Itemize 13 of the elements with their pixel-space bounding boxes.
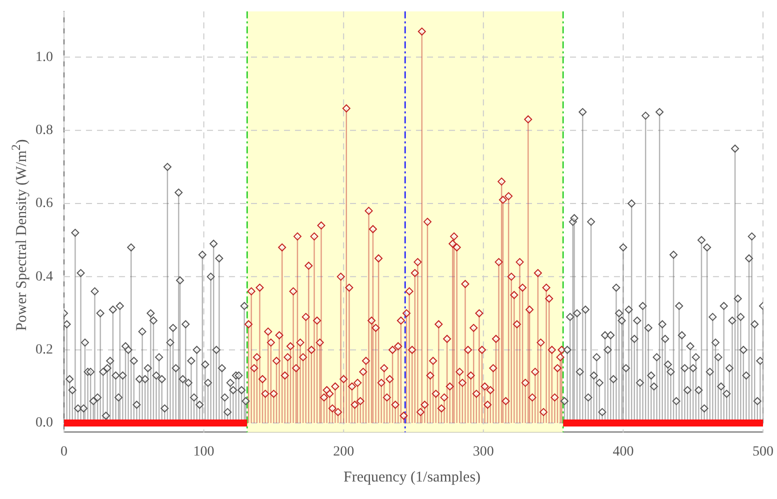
- y-tick-label: 0.6: [36, 196, 53, 212]
- x-tick-label: 300: [472, 444, 494, 460]
- y-tick-label: 0.0: [36, 416, 53, 431]
- x-tick-label: 500: [752, 444, 774, 460]
- y-tick-label: 1.0: [36, 50, 53, 65]
- y-tick-label: 0.8: [36, 122, 53, 138]
- y-tick-label: 0.2: [36, 342, 53, 358]
- x-tick-label: 400: [612, 444, 634, 460]
- x-tick-label: 0: [60, 444, 68, 460]
- y-tick-label: 0.4: [36, 269, 53, 284]
- x-axis-title: Frequency (1/samples): [343, 470, 481, 486]
- x-tick-label: 200: [333, 444, 354, 460]
- x-tick-label: 100: [193, 444, 214, 460]
